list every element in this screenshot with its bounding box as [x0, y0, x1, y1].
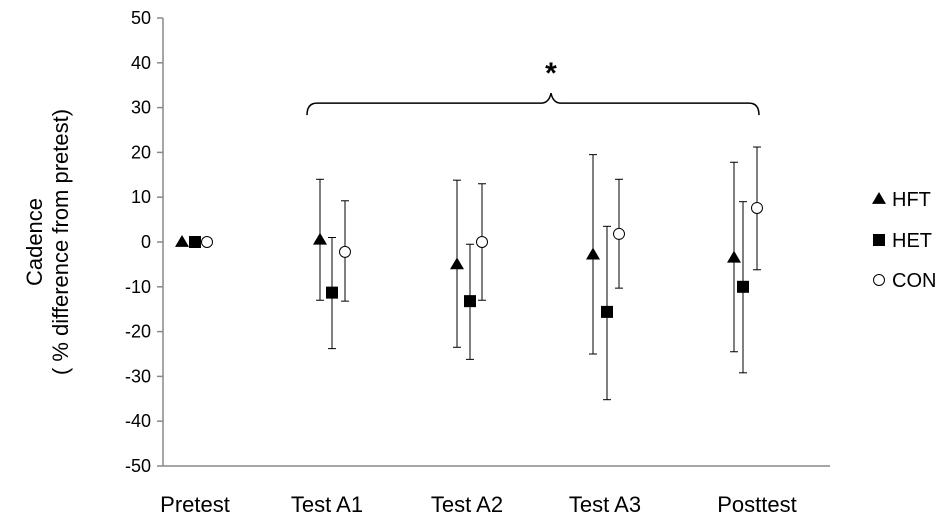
marker-square [873, 234, 885, 246]
marker-circle [201, 236, 213, 248]
x-tick-label: Posttest [717, 492, 796, 517]
y-tick-label: -50 [125, 456, 151, 476]
marker-square [601, 305, 613, 318]
marker-triangle [313, 232, 327, 245]
x-tick-label: Test A3 [569, 492, 641, 517]
marker-circle [751, 201, 763, 214]
legend-item-con: CON [873, 270, 936, 292]
y-tick-label: 20 [131, 142, 151, 162]
marker-triangle [872, 192, 886, 204]
marker-circle [613, 227, 625, 240]
y-tick-label: -20 [125, 322, 151, 342]
y-axis-label-line-2: ( % difference from pretest) [48, 109, 73, 375]
annotations: * [306, 57, 760, 116]
marker-square [464, 295, 476, 308]
x-tick-label: Pretest [160, 492, 230, 517]
significance-bracket [306, 92, 760, 116]
y-tick-label: -30 [125, 366, 151, 386]
marker-circle [476, 236, 488, 248]
marker-square [189, 236, 201, 248]
y-tick-label: -10 [125, 277, 151, 297]
legend-label: HFT [892, 189, 931, 211]
axes: 50 40 30 20 10 0 -10 -20 -30 -40 -50 Pretest Test A1… [125, 8, 830, 517]
legend: HFT HET CON [872, 189, 936, 292]
series-hft [175, 154, 741, 355]
y-tick-label: 50 [131, 8, 151, 28]
y-tick-label: 30 [131, 98, 151, 118]
marker-triangle [175, 235, 189, 247]
y-tick-label: 10 [131, 187, 151, 207]
x-tick-label: Test A1 [291, 492, 363, 517]
series-con [201, 146, 763, 302]
significance-asterisk: * [545, 57, 557, 90]
x-tick-label: Test A2 [431, 492, 503, 517]
legend-item-het: HET [873, 230, 932, 252]
marker-square [737, 280, 749, 293]
marker-triangle [450, 257, 464, 270]
marker-triangle [586, 247, 600, 260]
y-tick-label: 0 [141, 232, 151, 252]
y-axis-label-line-1: Cadence [22, 198, 47, 286]
marker-triangle [727, 250, 741, 263]
y-tick-label: -40 [125, 411, 151, 431]
series-het [189, 201, 749, 401]
marker-square [326, 286, 338, 299]
legend-label: HET [892, 230, 932, 252]
marker-circle [873, 274, 885, 286]
legend-label: CON [892, 270, 936, 292]
y-tick-label: 40 [131, 53, 151, 73]
y-axis-label: Cadence ( % difference from pretest) [22, 109, 73, 375]
legend-item-hft: HFT [872, 189, 931, 211]
marker-circle [339, 245, 351, 258]
series-layer [175, 146, 763, 401]
